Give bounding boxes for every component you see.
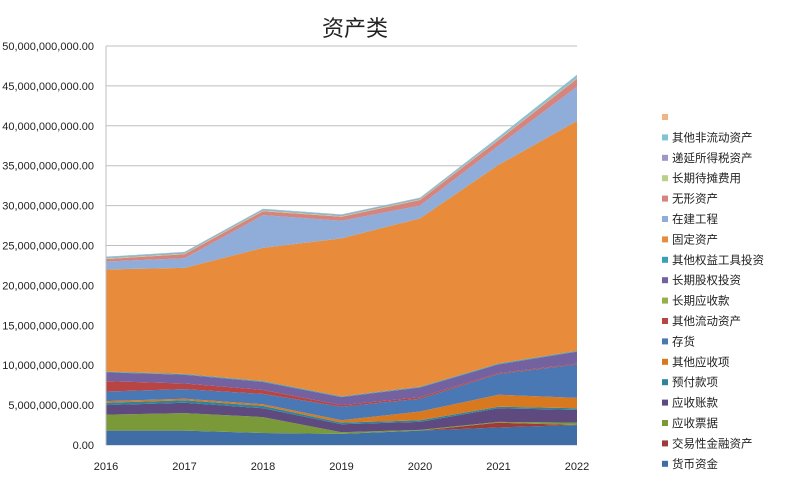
- y-tick-label: 15,000,000,000.00: [2, 320, 94, 332]
- legend-label: 应收账款: [672, 396, 718, 410]
- x-tick-label: 2016: [94, 461, 118, 473]
- y-tick-label: 10,000,000,000.00: [2, 360, 94, 372]
- legend-label: 预付款项: [672, 375, 718, 389]
- legend-label: 存货: [672, 334, 695, 348]
- legend-label: 长期应收款: [672, 294, 730, 308]
- legend-swatch: [662, 460, 668, 467]
- legend-swatch: [662, 236, 668, 243]
- y-tick-label: 40,000,000,000.00: [2, 121, 94, 133]
- legend-label: 应收票据: [672, 416, 718, 430]
- plot-area: [106, 74, 577, 445]
- y-tick-label: 45,000,000,000.00: [2, 81, 94, 93]
- legend-swatch: [662, 256, 668, 263]
- x-tick-label: 2020: [408, 461, 432, 473]
- area-series-其他流动资产: [106, 363, 577, 407]
- y-tick-label: 5,000,000,000.00: [8, 400, 94, 412]
- legend-label: 其他权益工具投资: [672, 253, 764, 267]
- area-series-其他应收项: [106, 394, 577, 423]
- legend-label: 其他流动资产: [672, 314, 741, 328]
- legend-label: 交易性金融资产: [672, 436, 753, 450]
- legend-swatch: [662, 379, 668, 386]
- legend-label: 其他非流动资产: [672, 130, 753, 144]
- area-series-固定资产: [106, 121, 577, 397]
- area-series-应收票据: [106, 413, 577, 434]
- legend-swatch: [662, 175, 668, 182]
- chart-title: 资产类: [322, 17, 388, 42]
- area-series-存货: [106, 364, 577, 421]
- y-tick-label: 0.00: [73, 440, 94, 452]
- area-series-长期股权投资: [106, 351, 577, 406]
- legend-swatch: [662, 297, 668, 304]
- legend-swatch: [662, 440, 668, 447]
- legend-swatch: [662, 277, 668, 284]
- legend-swatch: [662, 399, 668, 406]
- legend-label: 长期待摊费用: [672, 171, 741, 185]
- legend-label: 在建工程: [672, 212, 718, 226]
- area-series-在建工程: [106, 86, 577, 270]
- legend-swatch: [662, 338, 668, 345]
- y-tick-label: 30,000,000,000.00: [2, 201, 94, 213]
- y-tick-label: 35,000,000,000.00: [2, 161, 94, 173]
- legend-swatch: [662, 318, 668, 324]
- axes: 0.00 5,000,000,000.00 10,000,000,000.00 15,…: [2, 41, 589, 473]
- legend-swatch: [662, 358, 668, 365]
- y-tick-label: 20,000,000,000.00: [2, 280, 94, 292]
- x-tick-label: 2022: [565, 461, 589, 473]
- legend-swatch: [662, 420, 668, 426]
- legend-label: 无形资产: [672, 192, 718, 206]
- legend-label: 递延所得税资产: [672, 151, 753, 165]
- legend-swatch: [662, 195, 668, 202]
- x-tick-label: 2017: [172, 461, 196, 473]
- legend-label: 货币资金: [672, 457, 718, 471]
- x-tick-label: 2019: [329, 461, 353, 473]
- legend-swatch: [662, 134, 668, 141]
- area-series-应收账款: [106, 402, 577, 433]
- x-tick-label: 2021: [486, 461, 510, 473]
- legend: 其他非流动资产递延所得税资产长期待摊费用无形资产在建工程固定资产其他权益工具投资…: [662, 114, 764, 471]
- legend-label: 长期股权投资: [672, 273, 741, 287]
- legend-swatch: [662, 216, 668, 222]
- area-series-预付款项: [106, 400, 577, 425]
- legend-swatch: [662, 154, 668, 161]
- y-tick-label: 25,000,000,000.00: [2, 241, 94, 253]
- legend-label: 其他应收项: [672, 355, 730, 369]
- area-series-交易性金融资产: [106, 422, 577, 434]
- legend-swatch: [662, 114, 668, 120]
- x-tick-label: 2018: [251, 461, 275, 473]
- y-tick-label: 50,000,000,000.00: [2, 41, 94, 53]
- area-series-货币资金: [106, 425, 577, 445]
- legend-label: 固定资产: [672, 232, 718, 246]
